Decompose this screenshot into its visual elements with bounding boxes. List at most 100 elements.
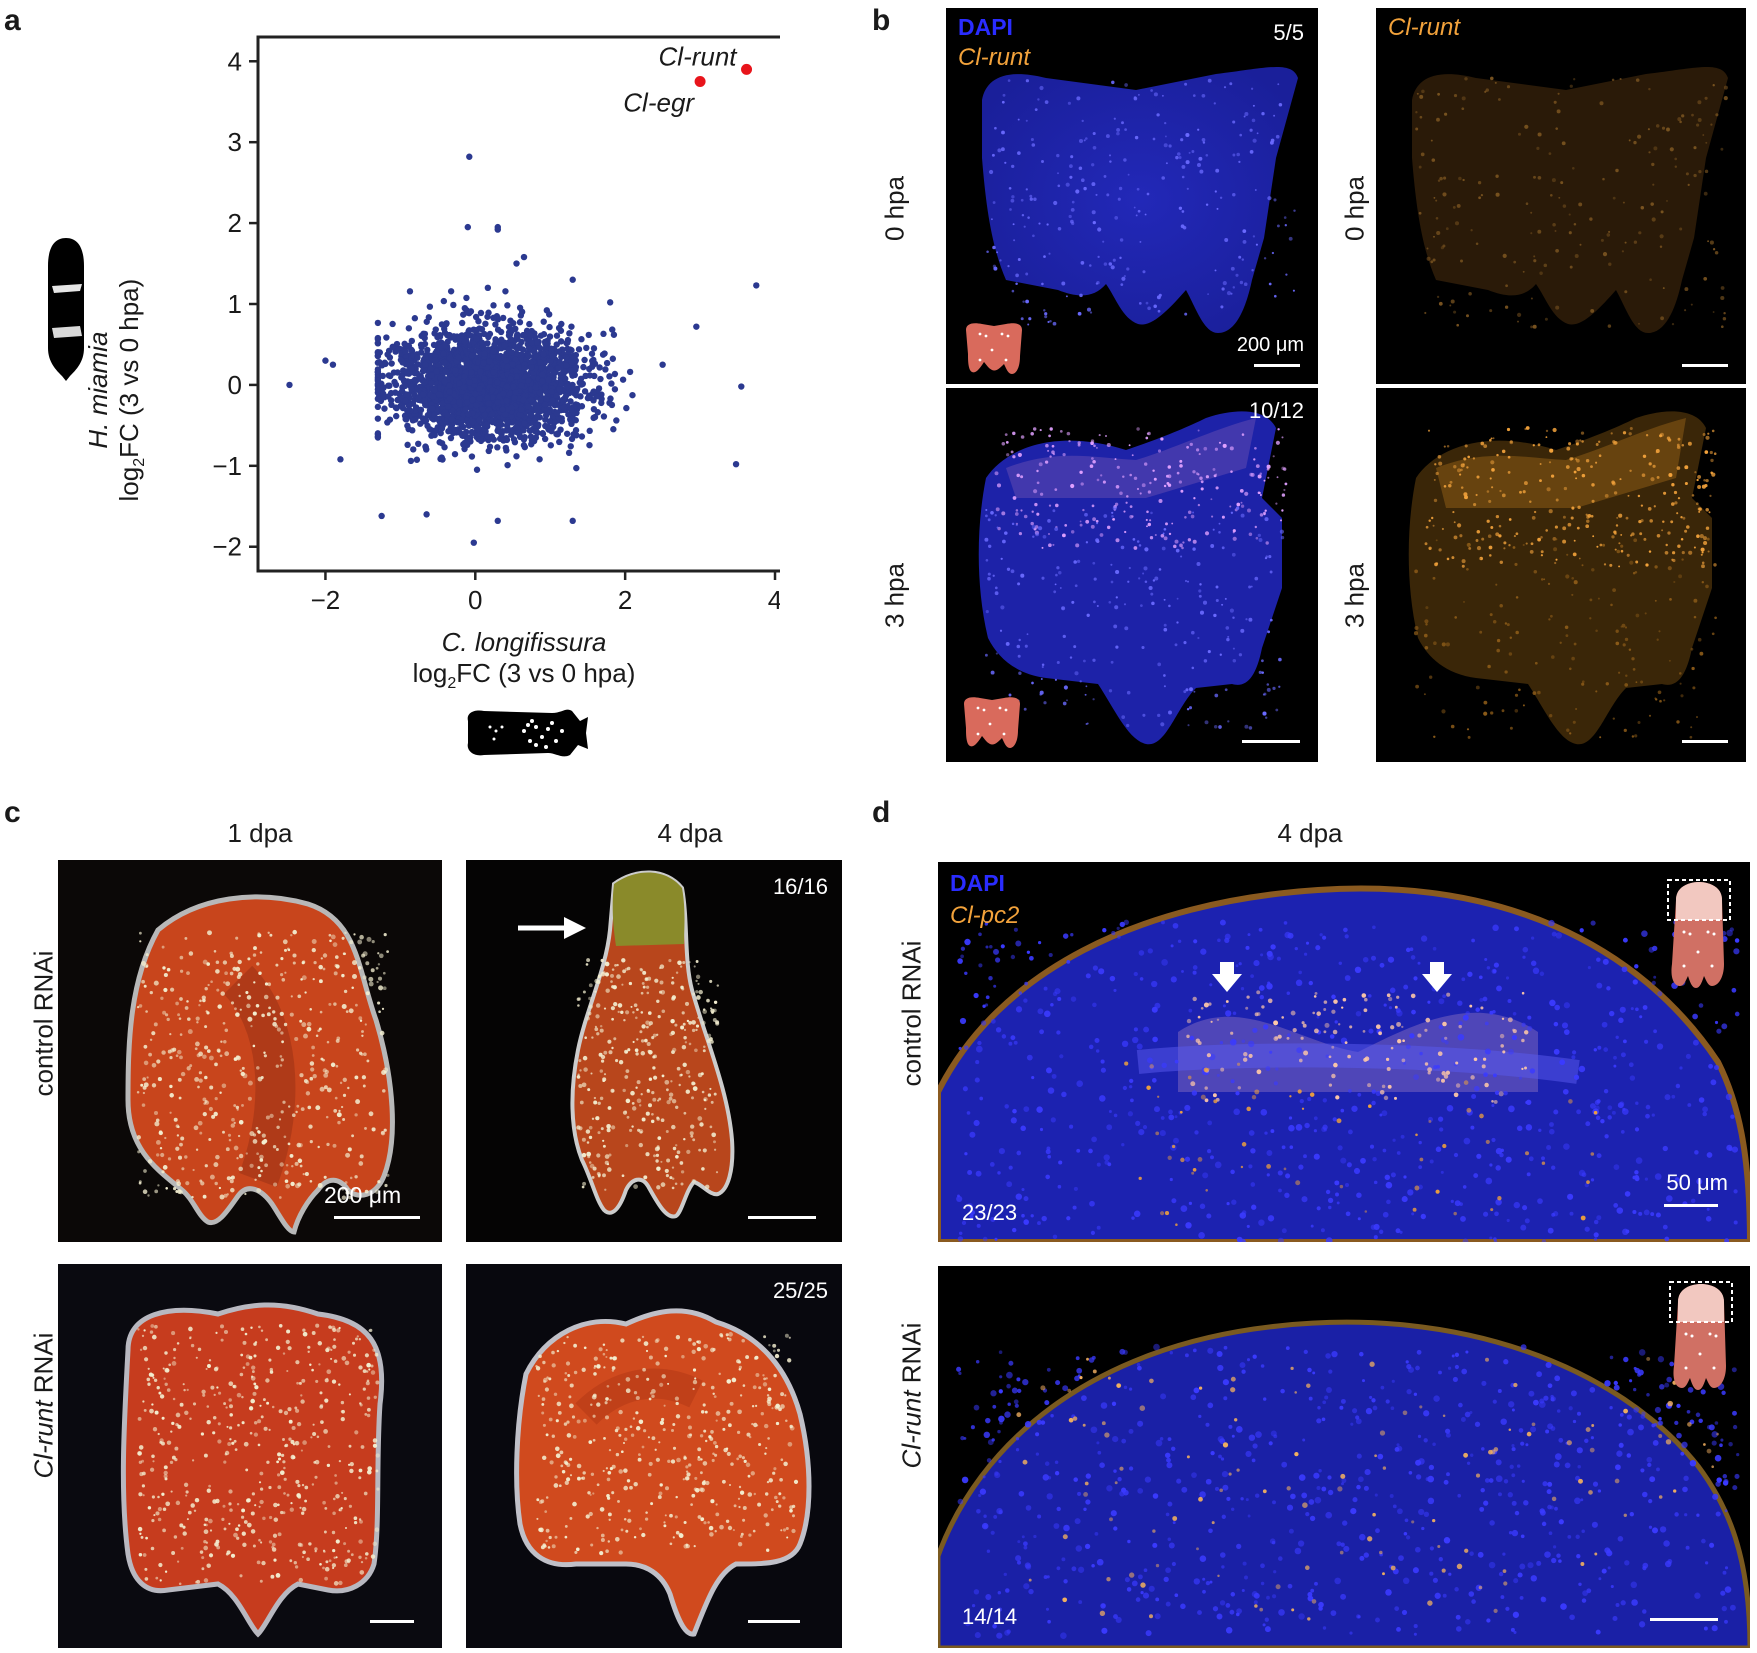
data-point (513, 332, 521, 340)
data-point (445, 403, 452, 410)
data-point (547, 357, 554, 365)
data-point (508, 349, 515, 356)
data-point (403, 416, 410, 423)
photo-c-control-4dpa: 16/16 (466, 860, 842, 1242)
data-point (588, 350, 596, 357)
data-point (568, 420, 575, 428)
photo-c-runt-1dpa (58, 1264, 442, 1648)
data-point (568, 323, 575, 330)
data-point (561, 394, 569, 401)
data-point (414, 354, 421, 361)
data-point (596, 364, 603, 371)
data-point (450, 333, 458, 340)
data-point (521, 365, 528, 372)
photo-c-control-1dpa: 200 μm (58, 860, 442, 1242)
data-point (567, 443, 574, 450)
col-label-4dpa-d: 4 dpa (1277, 818, 1343, 848)
data-point (419, 367, 427, 375)
data-point (581, 388, 589, 395)
scale-bar (748, 1216, 816, 1219)
data-point (527, 332, 534, 340)
data-point (532, 434, 540, 441)
data-point (530, 347, 538, 355)
data-point (522, 391, 529, 399)
data-point (483, 421, 490, 428)
data-point (603, 359, 611, 367)
data-point (598, 399, 605, 407)
data-point (599, 351, 607, 358)
data-point (578, 433, 586, 440)
data-point (489, 394, 496, 401)
data-point (472, 327, 480, 334)
data-point (468, 369, 475, 376)
data-point (586, 441, 593, 449)
data-point (374, 403, 382, 411)
data-point (501, 411, 509, 418)
data-point (469, 418, 477, 426)
data-point (510, 394, 518, 402)
data-point (516, 319, 524, 326)
data-point (409, 427, 416, 434)
data-point (402, 348, 409, 355)
count-label: 10/12 (1248, 398, 1304, 423)
data-point (513, 373, 520, 380)
data-point (426, 303, 434, 310)
data-point (432, 326, 439, 333)
x-axis-species: C. longifissura (441, 627, 607, 657)
data-point (381, 405, 388, 412)
data-point (446, 382, 453, 389)
micrograph-b-runt-3hpa (1376, 388, 1746, 762)
photo-c-runt-4dpa: 25/25 (466, 1264, 842, 1648)
data-point (322, 357, 329, 364)
data-point (374, 415, 382, 422)
data-point (566, 330, 573, 337)
y-tick-label: 4 (228, 46, 242, 76)
data-point (481, 411, 489, 419)
data-point (502, 357, 510, 364)
data-point (419, 391, 427, 398)
data-point (509, 383, 517, 391)
data-point (374, 340, 382, 347)
micrograph-b-merge-0hpa: DAPI Cl-runt 5/5 200 μm (946, 8, 1318, 384)
data-point (422, 443, 429, 450)
data-point (532, 384, 539, 391)
data-point (403, 391, 411, 399)
data-point (502, 288, 509, 295)
data-point (507, 335, 514, 343)
y-tick-label: −2 (212, 532, 242, 562)
data-point (424, 346, 431, 354)
data-point (626, 368, 634, 376)
data-point (488, 410, 496, 418)
data-point (606, 299, 614, 306)
data-point (457, 420, 464, 427)
data-point (422, 353, 429, 361)
dapi-label: DAPI (950, 870, 1005, 896)
data-point (407, 457, 415, 465)
data-point (581, 356, 588, 364)
micrograph-d-runt: 14/14 (938, 1266, 1750, 1648)
scale-bar (1650, 1618, 1718, 1621)
data-point (528, 339, 535, 347)
data-point (286, 381, 293, 389)
data-point (441, 342, 448, 349)
data-point (407, 346, 415, 353)
data-point (504, 363, 511, 370)
data-point (431, 386, 438, 394)
data-point (494, 326, 502, 333)
data-point (377, 397, 385, 405)
scale-bar (1664, 1204, 1718, 1207)
data-point (438, 454, 445, 461)
data-point (537, 396, 544, 404)
data-point (486, 358, 493, 365)
data-point (513, 260, 520, 267)
arrow-down-icon (1422, 962, 1452, 992)
col-label-1dpa: 1 dpa (227, 818, 293, 848)
data-point (421, 330, 429, 338)
data-point (477, 309, 485, 317)
data-point (484, 340, 491, 347)
data-point (495, 354, 502, 361)
data-point (490, 302, 497, 309)
data-point (411, 315, 419, 322)
data-point (472, 402, 480, 409)
data-point (537, 332, 545, 339)
